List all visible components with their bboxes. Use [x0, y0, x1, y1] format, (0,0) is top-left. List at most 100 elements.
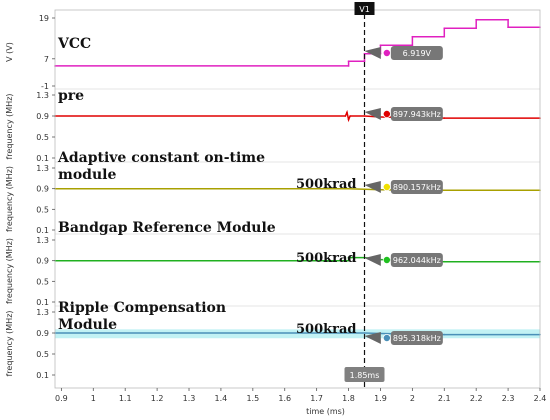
x-tick-label: 1.9	[374, 394, 387, 403]
series-point	[347, 65, 350, 67]
x-tick-label: 1	[91, 394, 96, 403]
cursor-name-box	[354, 2, 375, 15]
callout-box	[390, 46, 443, 60]
series-point	[443, 35, 446, 38]
y-tick-label: 0.9	[36, 185, 49, 194]
y-tick-label: 0.5	[36, 133, 49, 142]
y-axis-label: frequency (MHz)	[5, 238, 14, 304]
y-tick-label: 0.9	[36, 257, 49, 266]
series-point	[411, 44, 414, 46]
callout-value: 962.044kHz	[393, 256, 441, 265]
series-point	[347, 256, 350, 259]
y-tick-label: 0.1	[36, 371, 49, 380]
callout-pointer	[364, 47, 381, 59]
y-axis-label: frequency (MHz)	[5, 166, 14, 232]
callout-dot	[382, 333, 391, 342]
series-point	[347, 259, 350, 262]
series-point	[363, 332, 366, 334]
panel-title: Module	[58, 317, 117, 333]
y-tick-label: 0.1	[36, 298, 49, 307]
plot-frame	[54, 9, 541, 389]
series-point	[507, 26, 509, 28]
ripple-band	[55, 329, 540, 339]
x-tick-label: 1.5	[246, 394, 259, 403]
y-tick-label: 19	[39, 14, 49, 23]
y-tick-label: 0.1	[36, 226, 49, 235]
series-point	[347, 187, 350, 190]
series-point	[475, 27, 477, 30]
series-line	[55, 332, 540, 336]
callout-pointer	[364, 254, 381, 266]
callout-box	[390, 107, 443, 121]
x-tick-label: 2.2	[470, 394, 483, 403]
series-point	[475, 18, 477, 21]
cursor-time-label: 1.85ms	[350, 371, 380, 380]
annotation-label: 500krad	[296, 322, 357, 337]
series-point	[344, 115, 347, 117]
x-tick-label: 2	[410, 394, 415, 403]
x-tick-label: 2.4	[534, 394, 547, 403]
callout-pointer	[364, 108, 381, 120]
x-tick-label: 1.8	[342, 394, 355, 403]
y-tick-label: -1	[41, 82, 49, 91]
x-tick-label: 1.6	[278, 394, 291, 403]
x-tick-label: 1.1	[119, 394, 132, 403]
panel-title: VCC	[57, 36, 91, 52]
callout-value: 890.157kHz	[393, 183, 441, 192]
callout-value: 895.318kHz	[393, 334, 441, 343]
panel-title: Bandgap Reference Module	[58, 220, 276, 236]
callout-dot	[382, 110, 391, 119]
callout-pointer	[364, 332, 381, 344]
series-point	[507, 18, 509, 21]
series-line	[55, 109, 540, 123]
callout-pointer	[364, 181, 381, 193]
series-point	[363, 60, 366, 62]
series-point	[443, 260, 446, 263]
y-tick-label: 0.5	[36, 277, 49, 286]
callout-box	[390, 331, 443, 345]
series-point	[411, 35, 414, 38]
series-point	[363, 115, 366, 117]
x-tick-label: 1.7	[310, 394, 323, 403]
series-point	[349, 115, 351, 117]
y-tick-label: 1.3	[36, 236, 49, 245]
series-point	[346, 111, 348, 114]
cursor-time-box	[344, 367, 385, 382]
cursor-name: V1	[359, 5, 370, 14]
x-axis-label: time (ms)	[306, 407, 345, 416]
callout-value: 897.943kHz	[393, 110, 441, 119]
series-point	[443, 27, 446, 30]
callout-dot	[382, 49, 391, 58]
x-tick-label: 2.1	[438, 394, 451, 403]
overlay-layer: VCC 6.919V pre 897.943kHz Adaptive constant …	[57, 36, 443, 345]
x-tick-label: 1.3	[183, 394, 196, 403]
y-tick-label: 0.5	[36, 205, 49, 214]
y-tick-label: 0.9	[36, 112, 49, 121]
y-tick-label: 7	[44, 55, 49, 64]
panel-title: pre	[58, 88, 84, 104]
callout-dot	[382, 255, 391, 264]
series-line	[55, 18, 540, 67]
annotation-label: 500krad	[296, 251, 357, 266]
series-point	[363, 188, 366, 190]
callout-box	[390, 253, 443, 267]
y-tick-label: 0.5	[36, 350, 49, 359]
panel-title: Adaptive constant on-time	[57, 150, 265, 166]
cursor-layer: V1 1.85ms	[344, 2, 385, 388]
x-tick-label: 1.4	[215, 394, 228, 403]
y-tick-label: 0.9	[36, 329, 49, 338]
callout-dot	[382, 182, 391, 191]
series-point	[347, 118, 350, 121]
y-tick-label: 0.1	[36, 154, 49, 163]
series-point	[347, 332, 350, 334]
x-tick-label: 0.9	[55, 394, 68, 403]
y-tick-label: 1.3	[36, 164, 49, 173]
y-tick-label: 1.3	[36, 308, 49, 317]
series-point	[443, 333, 446, 336]
axes-layer: 19 7 -1 V (V) 1.3 0.9 0.5 0.1 frequency (MHz) 1.3…	[5, 9, 547, 416]
y-axis-label: frequency (MHz)	[5, 310, 14, 376]
y-tick-label: 1.3	[36, 91, 49, 100]
series-point	[379, 44, 382, 46]
y-axis-label: V (V)	[5, 42, 14, 62]
x-tick-label: 1.2	[151, 394, 164, 403]
